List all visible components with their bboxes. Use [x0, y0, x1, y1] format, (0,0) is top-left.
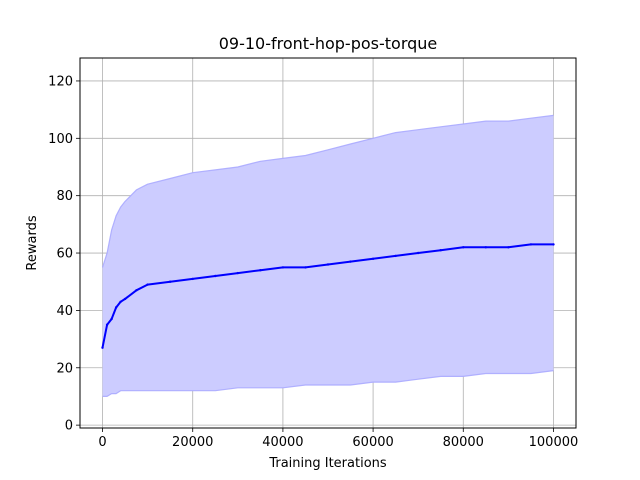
mean-point — [462, 246, 465, 249]
mean-point — [439, 249, 442, 252]
mean-point — [110, 317, 113, 321]
y-axis-label: Rewards — [25, 215, 40, 270]
mean-point — [191, 277, 194, 281]
lower-bound-line — [102, 370, 554, 397]
mean-point — [371, 257, 375, 260]
mean-point — [135, 289, 138, 292]
mean-point — [105, 323, 109, 326]
x-tick-label: 100000 — [529, 435, 579, 450]
y-tick-label: 0 — [65, 419, 73, 434]
reward-lines — [101, 114, 555, 397]
y-tick-label: 80 — [56, 189, 73, 204]
mean-point — [146, 283, 149, 286]
mean-point — [123, 297, 127, 301]
mean-point — [101, 346, 104, 349]
reward-band — [102, 115, 554, 397]
plot-frame — [79, 57, 577, 429]
x-tick-label: 80000 — [443, 435, 484, 450]
mean-point — [326, 263, 330, 266]
mean-point — [304, 266, 307, 269]
x-tick-label: 40000 — [262, 435, 303, 450]
mean-point — [114, 306, 118, 309]
mean-point — [507, 246, 510, 249]
x-tick-label: 0 — [98, 435, 106, 450]
mean-point — [417, 251, 420, 255]
mean-point — [214, 274, 217, 278]
x-axis-ticks: 0 20000 40000 60000 80000 100000 — [98, 428, 578, 450]
y-tick-label: 40 — [56, 304, 73, 319]
mean-point — [484, 246, 487, 249]
mean-point — [529, 243, 533, 246]
mean-point — [394, 254, 397, 258]
mean-point — [552, 243, 555, 246]
x-tick-label: 60000 — [352, 435, 393, 450]
mean-point — [169, 280, 172, 283]
x-axis-label: Training Iterations — [268, 456, 387, 471]
mean-point — [119, 300, 122, 303]
reward-range-band — [102, 115, 554, 397]
chart-title: 09-10-front-hop-pos-torque — [219, 34, 438, 53]
y-axis-ticks: 0 20 40 60 80 100 120 — [48, 74, 80, 434]
mean-point — [259, 269, 262, 272]
y-tick-label: 120 — [48, 74, 73, 89]
mean-point — [281, 266, 285, 269]
x-tick-label: 20000 — [172, 435, 213, 450]
y-tick-label: 100 — [48, 132, 73, 147]
mean-point — [349, 260, 352, 263]
y-tick-label: 20 — [56, 361, 73, 376]
upper-bound-line — [101, 114, 554, 268]
y-tick-label: 60 — [56, 247, 73, 262]
mean-point — [236, 271, 239, 275]
